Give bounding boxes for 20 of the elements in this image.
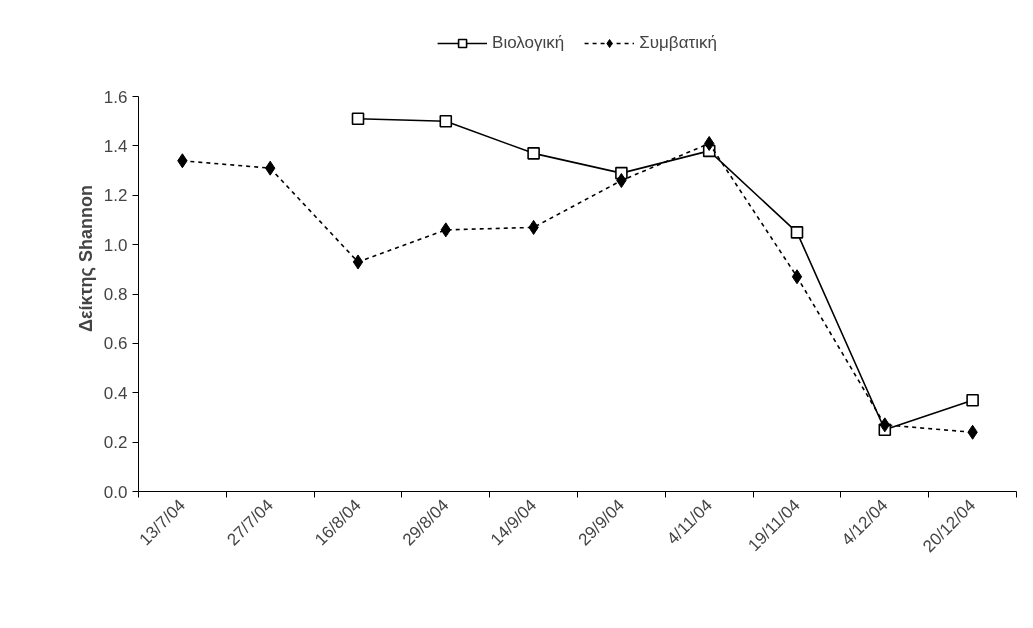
- y-axis-title: Δείκτης Shannon: [75, 185, 96, 332]
- y-tick-label: 0.2: [103, 433, 128, 453]
- y-tick-label: 1.6: [103, 87, 128, 107]
- y-tick-label: 1.4: [103, 136, 128, 156]
- y-tick-label: 0.0: [103, 482, 128, 502]
- point: [527, 147, 540, 160]
- point: [616, 173, 627, 188]
- y-tick-label: 0.8: [103, 285, 128, 305]
- legend-label: Βιολογική: [492, 33, 565, 53]
- point: [352, 254, 364, 270]
- y-tick-label: 0.4: [103, 383, 128, 403]
- y-tick-label: 1.0: [103, 235, 128, 255]
- y-tick-label: 0.6: [103, 334, 128, 354]
- point: [791, 269, 803, 285]
- legend-label: Συμβατική: [639, 33, 717, 53]
- point: [439, 114, 453, 128]
- point: [351, 112, 365, 126]
- y-tick-label: 1.2: [103, 186, 128, 206]
- point: [790, 226, 804, 239]
- point: [966, 393, 979, 407]
